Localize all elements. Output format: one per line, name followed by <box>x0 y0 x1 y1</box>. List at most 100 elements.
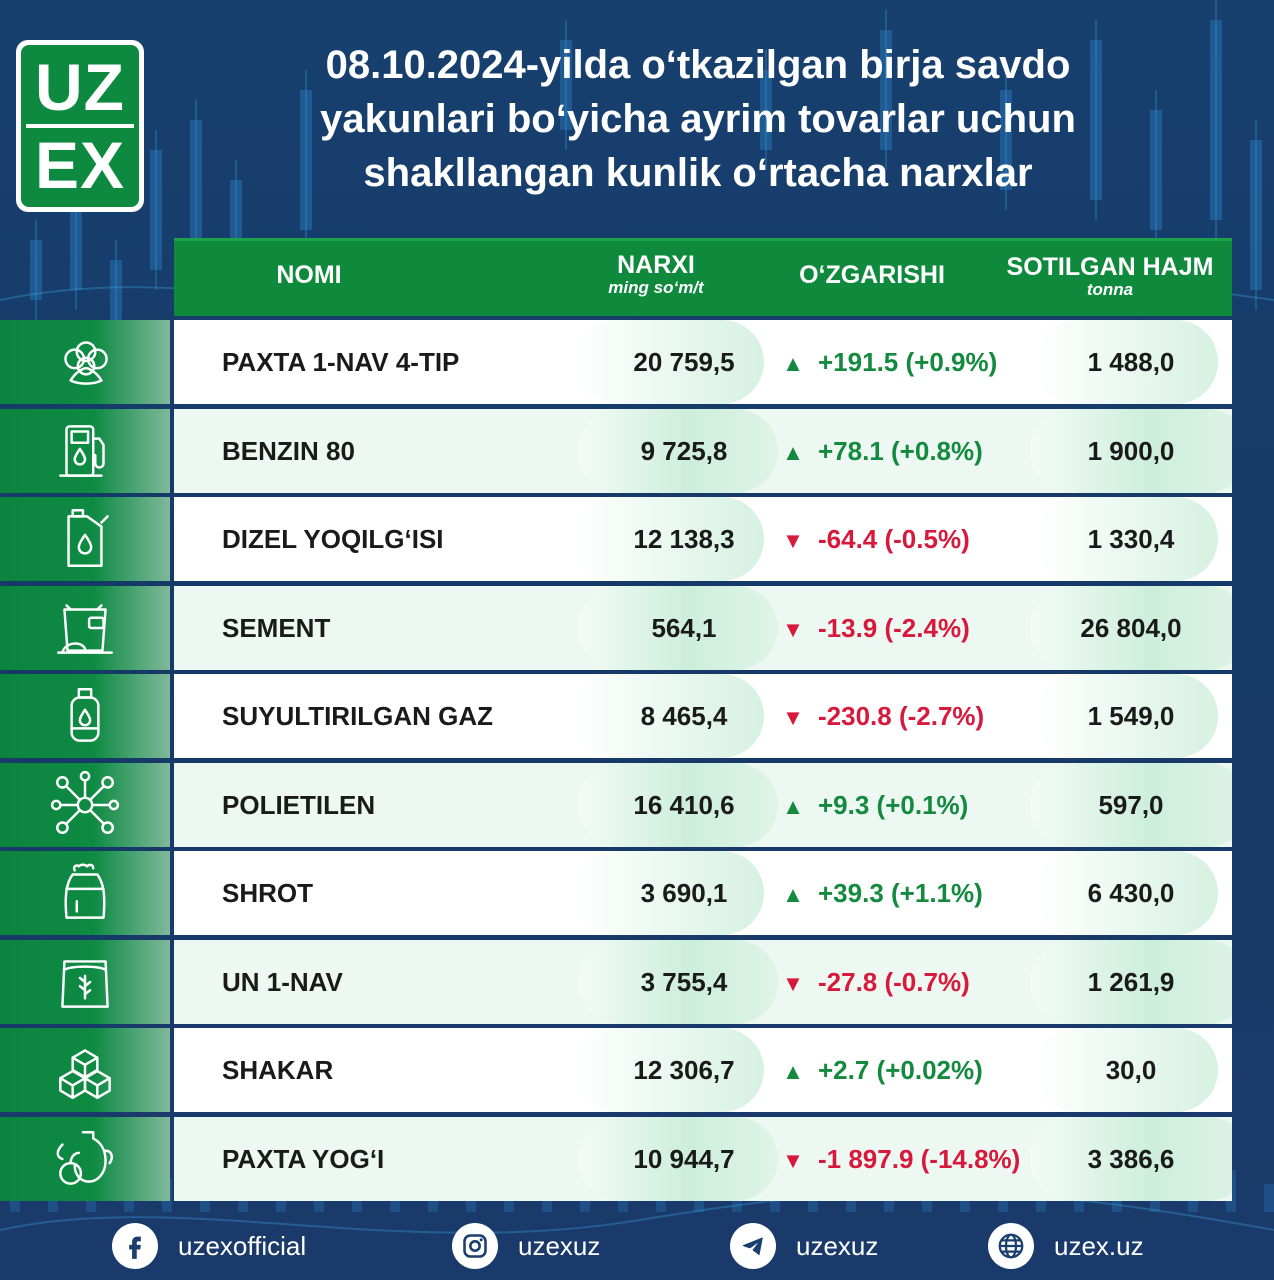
product-name: DIZEL YOQILG‘ISI <box>222 524 444 554</box>
title-line: 08.10.2024-yilda o‘tkazilgan birja savdo <box>325 43 1071 87</box>
sold-volume: 26 804,0 <box>1080 613 1182 643</box>
price-change: ▲ +9.3 (+0.1%) <box>782 763 1042 847</box>
sold-volume: 597,0 <box>1098 790 1164 820</box>
arrow-down-icon: ▼ <box>782 617 804 642</box>
price-change-value: +191.5 (+0.9%) <box>818 347 998 377</box>
highlight-pill <box>574 320 764 404</box>
highlight-pill <box>574 497 764 581</box>
product-price: 9 725,8 <box>640 436 728 466</box>
highlight-pill <box>1034 1028 1218 1112</box>
highlight-pill <box>1034 320 1218 404</box>
highlight-pill <box>1030 409 1232 493</box>
product-name: POLIETILEN <box>222 790 376 820</box>
background-candle <box>880 30 892 150</box>
sold-volume: 1 549,0 <box>1087 701 1175 731</box>
highlight-pill <box>1030 763 1232 847</box>
jerrycan-icon <box>67 508 109 567</box>
background-candle <box>560 40 572 130</box>
price-change: ▲ +2.7 (+0.02%) <box>782 1028 1042 1112</box>
product-price: 16 410,6 <box>633 790 735 820</box>
price-change: ▲ +78.1 (+0.8%) <box>782 409 1042 493</box>
table-row: SEMENT 564,1 ▼ -13.9 (-2.4%) 26 804,0 <box>174 586 1232 670</box>
arrow-up-icon: ▲ <box>782 794 804 819</box>
table-row: PAXTA 1-NAV 4-TIP 20 759,5 ▲ +191.5 (+0.9%)… <box>174 320 1232 404</box>
product-name: SHROT <box>222 878 313 908</box>
website-label: uzex.uz <box>1054 1230 1144 1261</box>
row-icon-cell <box>0 851 170 935</box>
arrow-down-icon: ▼ <box>782 528 804 553</box>
background-bar <box>846 1190 856 1212</box>
sold-volume: 1 330,4 <box>1087 524 1175 554</box>
price-change-value: -64.4 (-0.5%) <box>818 524 970 554</box>
instagram-link[interactable]: uzexuz <box>452 1220 600 1272</box>
sack-icon <box>64 863 106 919</box>
product-price: 12 138,3 <box>633 524 735 554</box>
product-price: 8 465,4 <box>640 701 728 731</box>
sold-volume: 1 261,9 <box>1087 967 1175 997</box>
background-bar <box>200 1192 210 1212</box>
product-price: 3 755,4 <box>640 967 728 997</box>
arrow-up-icon: ▲ <box>782 351 804 376</box>
arrow-down-icon: ▼ <box>782 971 804 996</box>
page-title: 08.10.2024-yilda o‘tkazilgan birja savdo… <box>220 38 1176 200</box>
highlight-pill <box>578 940 778 1024</box>
highlight-pill <box>578 1117 778 1201</box>
sold-volume: 30,0 <box>1105 1055 1157 1085</box>
price-change: ▼ -64.4 (-0.5%) <box>782 497 1042 581</box>
header-name: NOMI <box>276 261 342 289</box>
highlight-pill <box>574 674 764 758</box>
product-price: 3 690,1 <box>640 878 728 908</box>
product-price: 10 944,7 <box>633 1144 735 1174</box>
price-change-value: +9.3 (+0.1%) <box>818 790 969 820</box>
row-icon-cell <box>0 940 170 1024</box>
row-icon-cell <box>0 409 170 493</box>
oil-jug-icon <box>56 1131 114 1185</box>
table-row: SHROT 3 690,1 ▲ +39.3 (+1.1%) 6 430,0 <box>174 851 1232 935</box>
price-change: ▼ -13.9 (-2.4%) <box>782 586 1042 670</box>
highlight-pill <box>1034 497 1218 581</box>
background-candle <box>760 70 772 150</box>
website-link[interactable]: uzex.uz <box>988 1220 1144 1272</box>
row-icon-cell <box>0 674 170 758</box>
header-volume: SOTILGAN HAJM tonna <box>996 253 1224 299</box>
facebook-label: uzexofficial <box>178 1230 307 1261</box>
highlight-pill <box>1030 940 1232 1024</box>
price-change-value: +39.3 (+1.1%) <box>818 878 983 908</box>
product-price: 564,1 <box>651 613 717 643</box>
product-name: SUYULTIRILGAN GAZ <box>222 701 494 731</box>
facebook-link[interactable]: uzexofficial <box>112 1220 306 1272</box>
background-candle <box>30 240 42 300</box>
logo-text-top: UZ <box>35 50 125 124</box>
title-line: yakunlari bo‘yicha ayrim tovarlar uchun <box>320 97 1076 141</box>
background-candle <box>1150 110 1162 230</box>
price-change-value: -230.8 (-2.7%) <box>818 701 985 731</box>
product-name: SHAKAR <box>222 1055 334 1085</box>
price-change-value: -27.8 (-0.7%) <box>818 967 970 997</box>
price-change-value: +2.7 (+0.02%) <box>818 1055 983 1085</box>
table-row: DIZEL YOQILG‘ISI 12 138,3 ▼ -64.4 (-0.5%) 1 … <box>174 497 1232 581</box>
molecule-icon <box>50 770 120 834</box>
price-change-value: -13.9 (-2.4%) <box>818 613 970 643</box>
background-bar <box>960 1192 970 1212</box>
table-header: NOMI NARXI ming so‘m/t O‘ZGARISHI SOTILG… <box>174 238 1232 316</box>
row-icon-cell <box>0 586 170 670</box>
footer-social-bar: uzexofficial uzexuz uzexuz uzex.uz <box>0 1212 1274 1280</box>
sold-volume: 3 386,6 <box>1087 1144 1175 1174</box>
highlight-pill <box>1030 1117 1232 1201</box>
background-candle <box>110 260 122 330</box>
product-name: SEMENT <box>222 613 331 643</box>
highlight-pill <box>1034 674 1218 758</box>
background-candle <box>300 90 312 230</box>
arrow-down-icon: ▼ <box>782 705 804 730</box>
arrow-up-icon: ▲ <box>782 882 804 907</box>
highlight-pill <box>1030 586 1232 670</box>
price-change: ▼ -230.8 (-2.7%) <box>782 674 1042 758</box>
background-candle <box>1000 90 1012 190</box>
telegram-link[interactable]: uzexuz <box>730 1220 878 1272</box>
header-change: O‘ZGARISHI <box>799 261 945 289</box>
sold-volume: 1 900,0 <box>1087 436 1175 466</box>
price-change-value: +78.1 (+0.8%) <box>818 436 983 466</box>
table-row: UN 1-NAV 3 755,4 ▼ -27.8 (-0.7%) 1 261,9 <box>174 940 1232 1024</box>
flour-bag-icon <box>61 960 109 1008</box>
gas-cylinder-icon <box>70 688 100 742</box>
